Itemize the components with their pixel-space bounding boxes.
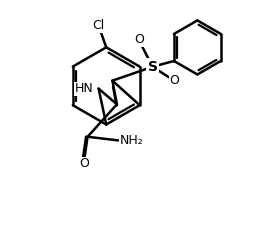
Text: O: O (169, 74, 179, 87)
Text: S: S (148, 60, 158, 74)
Text: O: O (134, 33, 144, 46)
Text: Cl: Cl (92, 19, 105, 32)
Text: NH₂: NH₂ (120, 134, 144, 147)
Text: HN: HN (75, 82, 93, 95)
Text: O: O (79, 157, 89, 170)
